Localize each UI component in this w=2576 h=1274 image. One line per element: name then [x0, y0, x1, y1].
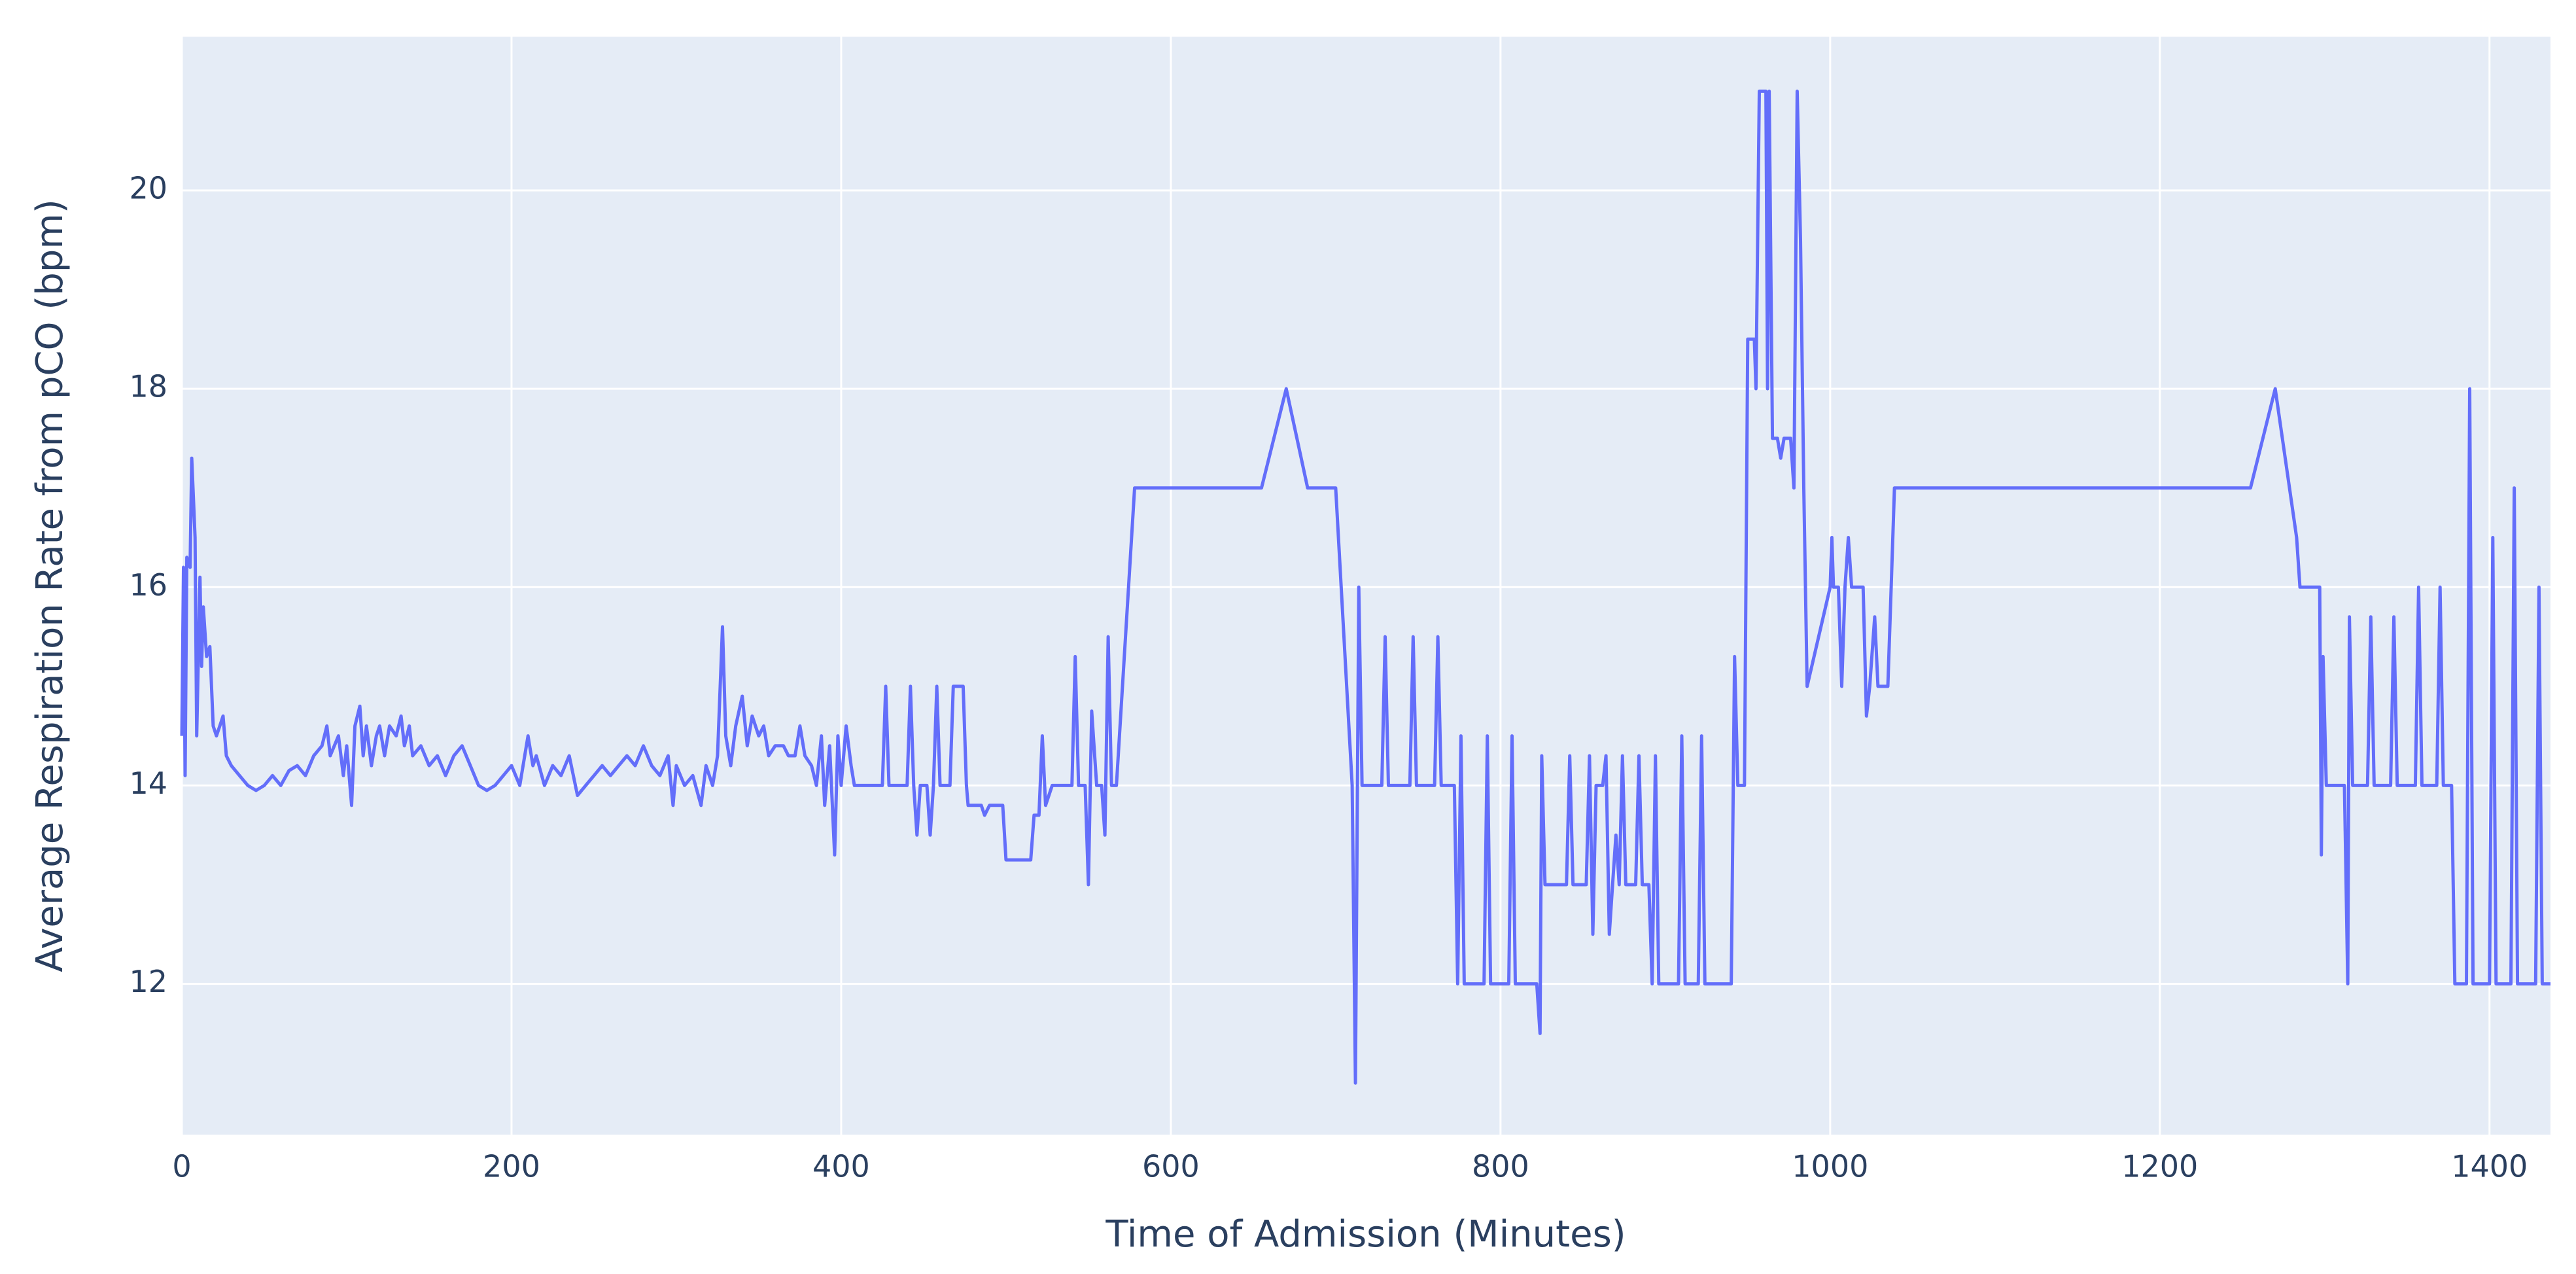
x-axis-title: Time of Admission (Minutes)	[1105, 1213, 1626, 1256]
y-axis-title: Average Respiration Rate from pCO (bpm)	[29, 199, 71, 972]
x-tick-label: 0	[172, 1149, 191, 1184]
y-tick-label: 18	[129, 369, 167, 404]
y-tick-label: 12	[129, 964, 167, 999]
x-tick-label: 400	[812, 1149, 870, 1184]
y-tick-label: 14	[129, 766, 167, 801]
x-tick-label: 800	[1472, 1149, 1529, 1184]
x-tick-label: 1400	[2451, 1149, 2528, 1184]
x-tick-label: 1000	[1792, 1149, 1868, 1184]
plot-area	[182, 37, 2550, 1135]
data-line	[180, 89, 2550, 1085]
x-tick-label: 1200	[2121, 1149, 2198, 1184]
y-tick-label: 16	[129, 567, 167, 603]
x-tick-label: 600	[1142, 1149, 1200, 1184]
y-tick-label: 20	[129, 170, 167, 205]
x-tick-label: 200	[483, 1149, 540, 1184]
